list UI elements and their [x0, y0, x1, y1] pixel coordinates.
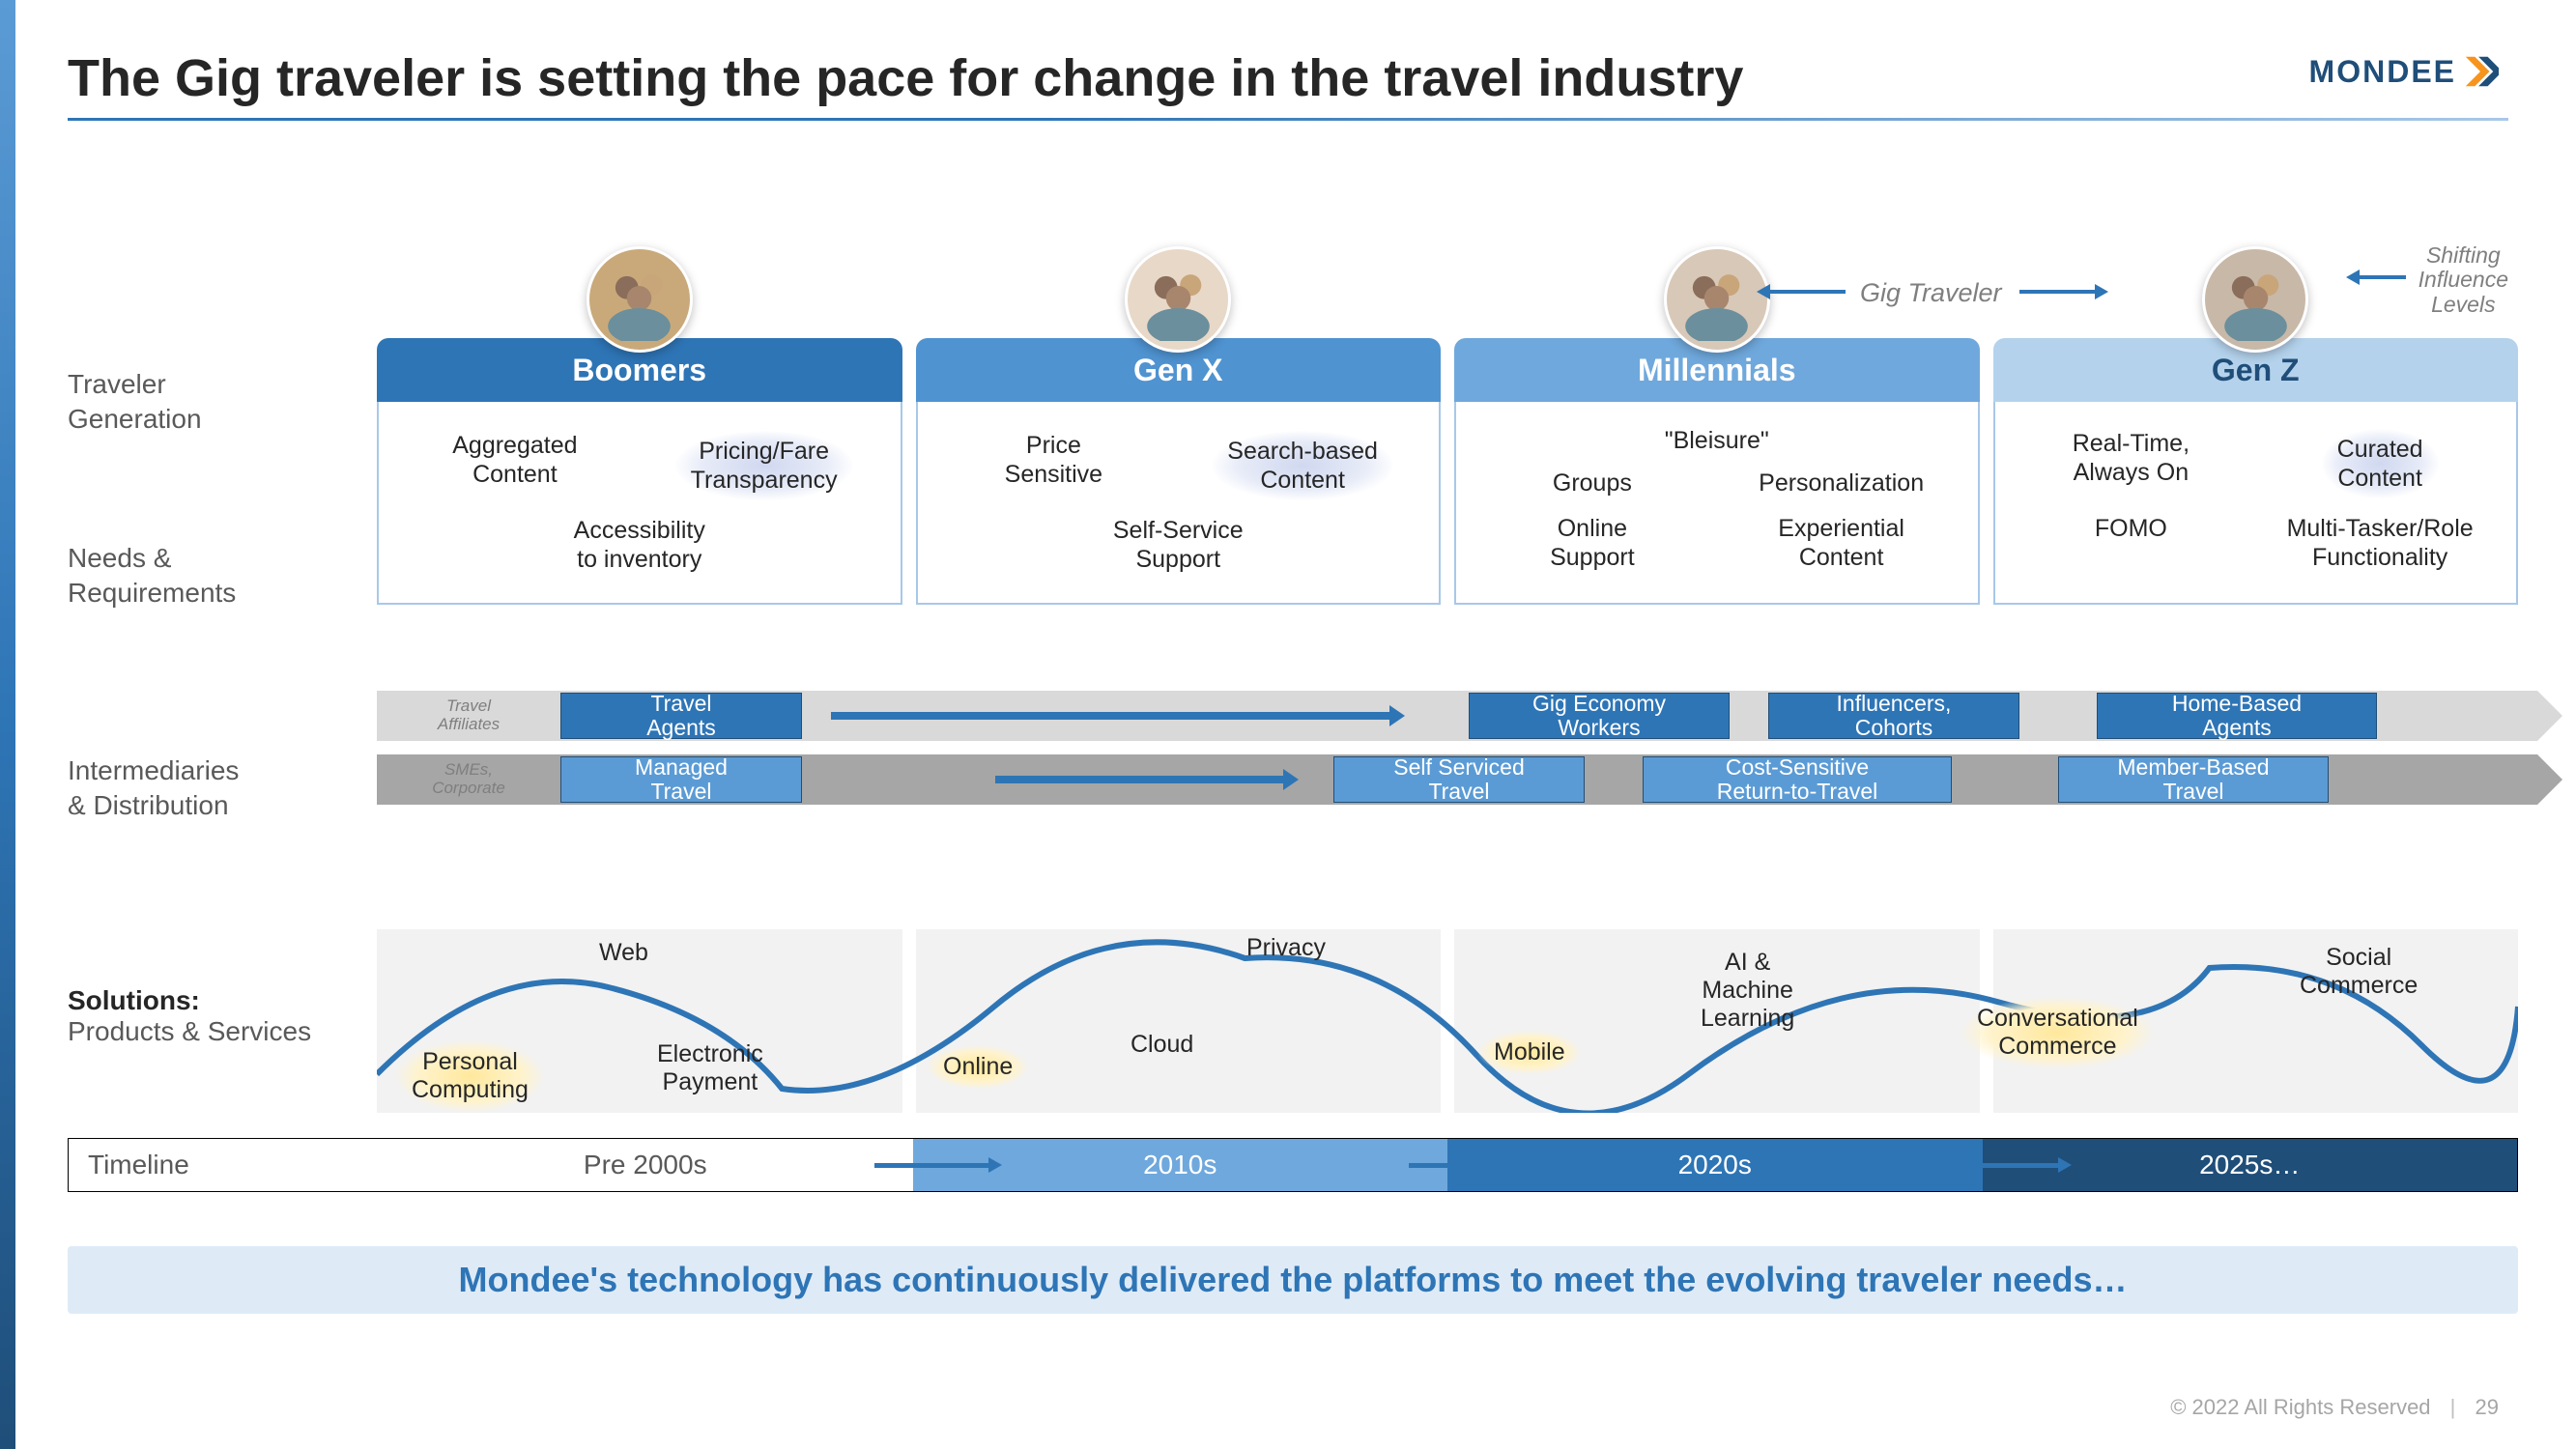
- need-item: "Bleisure": [1468, 426, 1966, 455]
- need-item: Search-basedContent: [1178, 428, 1427, 503]
- label-intermediaries: Intermediaries& Distribution: [68, 753, 239, 824]
- label-generation: TravelerGeneration: [68, 367, 202, 438]
- solution-label: Web: [599, 939, 648, 967]
- title-underline: [68, 118, 2508, 121]
- timeline-arrow: [874, 1163, 990, 1168]
- intermed-arrow-1: [831, 712, 1391, 720]
- solution-label: PersonalComputing: [396, 1040, 544, 1112]
- need-item: Real-Time,Always On: [2007, 426, 2256, 501]
- need-item: Accessibilityto inventory: [390, 516, 889, 574]
- solution-label: Mobile: [1478, 1031, 1581, 1074]
- need-item: FOMO: [2007, 511, 2256, 575]
- intermediaries-area: TravelAffiliates TravelAgents Gig Economy…: [377, 688, 2537, 815]
- intermed-box: Gig EconomyWorkers: [1469, 693, 1730, 739]
- solution-label: Online: [928, 1045, 1028, 1089]
- left-accent-bar: [0, 0, 15, 1449]
- need-item: OnlineSupport: [1468, 511, 1717, 575]
- need-item: Personalization: [1717, 466, 1966, 500]
- gig-arrow-left: [1768, 290, 1846, 294]
- need-item: AggregatedContent: [390, 428, 640, 503]
- logo-text: MONDEE: [2309, 54, 2456, 90]
- intermed-arrow-2: [995, 776, 1285, 783]
- avatar-3: [2202, 246, 2308, 353]
- timeline-label: Timeline: [69, 1139, 378, 1191]
- need-item: PriceSensitive: [930, 428, 1179, 503]
- intermed-box: Influencers,Cohorts: [1768, 693, 2019, 739]
- solution-label: Cloud: [1131, 1031, 1193, 1059]
- timeline-arrow: [1409, 1163, 1525, 1168]
- need-item: Pricing/FareTransparency: [640, 428, 889, 503]
- bottom-banner: Mondee's technology has continuously del…: [68, 1246, 2518, 1314]
- solution-label: AI &MachineLearning: [1701, 949, 1794, 1032]
- need-item: CuratedContent: [2255, 426, 2504, 501]
- gig-arrow-right: [2019, 290, 2097, 294]
- footer-page: 29: [2476, 1395, 2499, 1419]
- needs-box: PriceSensitiveSearch-basedContent Self-Se…: [916, 402, 1442, 605]
- timeline-seg-0: Pre 2000s: [378, 1139, 913, 1191]
- logo: MONDEE: [2309, 53, 2499, 90]
- page-title: The Gig traveler is setting the pace for…: [68, 48, 2508, 108]
- intermed-box: Self ServicedTravel: [1333, 756, 1585, 803]
- gig-arrow-shift: [2358, 275, 2406, 279]
- footer-copyright: © 2022 All Rights Reserved: [2170, 1395, 2430, 1419]
- intermed-box: Home-BasedAgents: [2097, 693, 2377, 739]
- footer: © 2022 All Rights Reserved | 29: [2170, 1395, 2499, 1420]
- solution-label: SocialCommerce: [2300, 944, 2418, 1000]
- solution-label: ConversationalCommerce: [1961, 997, 2154, 1068]
- avatar-0: [587, 246, 693, 353]
- need-item: Groups: [1468, 466, 1717, 500]
- needs-box: "Bleisure" GroupsPersonalizationOnlineSup…: [1454, 402, 1980, 605]
- need-item: Self-ServiceSupport: [930, 516, 1428, 574]
- logo-chevron-icon: [2462, 53, 2499, 90]
- timeline: Timeline Pre 2000s2010s2020s2025s…: [68, 1138, 2518, 1192]
- intermed-box: TravelAgents: [560, 693, 802, 739]
- need-item: Multi-Tasker/RoleFunctionality: [2255, 511, 2504, 575]
- intermed-box: ManagedTravel: [560, 756, 802, 803]
- avatar-1: [1125, 246, 1231, 353]
- needs-box: AggregatedContentPricing/FareTransparenc…: [377, 402, 902, 605]
- intermed-box: Member-BasedTravel: [2058, 756, 2329, 803]
- solution-label: Privacy: [1246, 934, 1326, 962]
- intermed-label-2: SMEs,Corporate: [396, 761, 541, 797]
- need-item: ExperientialContent: [1717, 511, 1966, 575]
- solutions-area: PersonalComputing Web ElectronicPayment Onl…: [377, 929, 2518, 1113]
- intermed-row-affiliates: TravelAffiliates TravelAgents Gig Economy…: [377, 688, 2537, 744]
- label-needs: Needs &Requirements: [68, 541, 236, 611]
- header: The Gig traveler is setting the pace for…: [68, 48, 2508, 121]
- needs-box: Real-Time,Always OnCuratedContent FOMOMul…: [1993, 402, 2519, 605]
- footer-sep: |: [2450, 1395, 2456, 1419]
- timeline-arrow: [1944, 1163, 2060, 1168]
- gig-traveler-label: Gig Traveler: [1860, 278, 2002, 308]
- avatar-2: [1664, 246, 1770, 353]
- label-solutions: Solutions: Products & Services: [68, 985, 358, 1047]
- intermed-row-corporate: SMEs,Corporate ManagedTravel Self Service…: [377, 752, 2537, 808]
- solution-label: ElectronicPayment: [657, 1040, 763, 1096]
- intermed-box: Cost-SensitiveReturn-to-Travel: [1643, 756, 1952, 803]
- intermed-label-1: TravelAffiliates: [396, 697, 541, 733]
